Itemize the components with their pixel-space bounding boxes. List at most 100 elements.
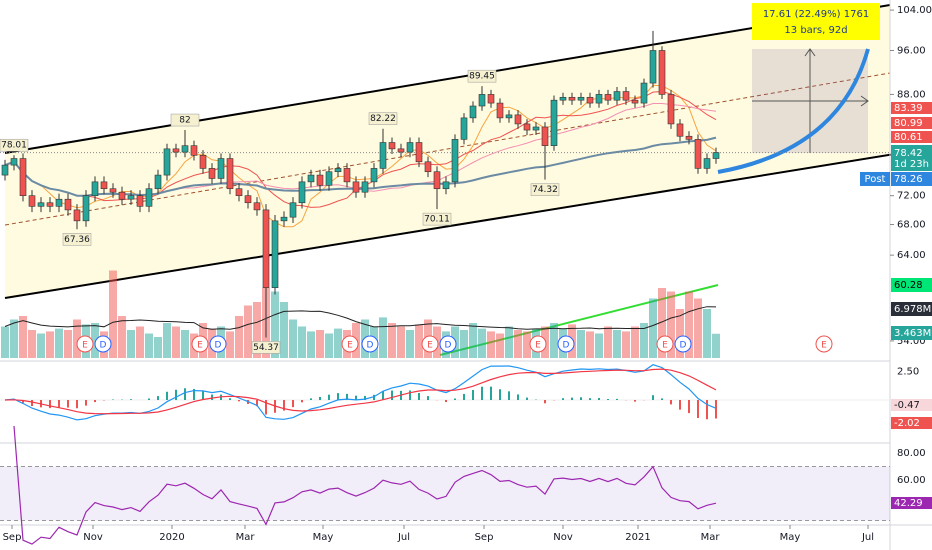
macd-histogram bbox=[373, 394, 375, 400]
extreme-box bbox=[170, 113, 200, 127]
ma-tag-bg bbox=[891, 117, 932, 129]
candle-body bbox=[109, 188, 117, 193]
event-label: E bbox=[82, 341, 88, 351]
candle-body bbox=[118, 191, 126, 200]
macd-tag: -2.02 bbox=[894, 418, 920, 429]
macd-histogram bbox=[715, 400, 717, 419]
event-label: D bbox=[367, 341, 374, 351]
candle-body bbox=[208, 168, 216, 179]
event-label: E bbox=[535, 341, 541, 351]
macd-histogram bbox=[463, 393, 465, 400]
macd-histogram bbox=[490, 386, 492, 400]
projection-curve bbox=[717, 48, 870, 174]
macd-histogram bbox=[454, 398, 456, 400]
macd-histogram bbox=[346, 393, 348, 400]
candle-body bbox=[505, 114, 513, 119]
candle-body bbox=[559, 96, 567, 101]
volume-bar bbox=[271, 291, 279, 358]
event-icon bbox=[94, 335, 112, 353]
candle-body bbox=[667, 94, 675, 125]
post-label: Post bbox=[865, 174, 886, 185]
macd-histogram bbox=[517, 394, 519, 400]
extreme-label: 54.37 bbox=[253, 343, 279, 353]
macd-histogram bbox=[508, 391, 510, 400]
macd-tag-bg bbox=[891, 417, 932, 429]
candle-body bbox=[10, 158, 18, 166]
event-icon bbox=[529, 335, 547, 353]
macd-histogram bbox=[571, 397, 573, 400]
candle-body bbox=[325, 171, 333, 186]
candle-body bbox=[568, 96, 576, 101]
macd-histogram bbox=[49, 400, 51, 409]
macd-histogram bbox=[445, 400, 447, 403]
rsi-tick-label: 80.00 bbox=[897, 448, 926, 459]
candle-body bbox=[586, 96, 594, 104]
candle-body bbox=[370, 168, 378, 183]
macd-histogram bbox=[58, 400, 60, 408]
volume-ma-tag-bg bbox=[891, 302, 932, 316]
candle-body bbox=[298, 181, 306, 204]
indicator-tag-bg bbox=[891, 278, 932, 292]
candle-body bbox=[469, 105, 477, 119]
candle-body bbox=[460, 117, 468, 140]
macd-histogram bbox=[382, 391, 384, 400]
macd-histogram bbox=[409, 390, 411, 400]
macd-histogram bbox=[526, 397, 528, 400]
candle-body bbox=[100, 181, 108, 190]
candle-body bbox=[127, 195, 135, 200]
last-price-tag: 78.42 bbox=[894, 148, 923, 159]
candle-body bbox=[577, 96, 585, 101]
volume-bar bbox=[10, 319, 18, 358]
time-label: Mar bbox=[236, 532, 256, 543]
volume-bar bbox=[235, 316, 243, 358]
macd-histogram bbox=[130, 399, 132, 400]
macd-histogram bbox=[589, 398, 591, 400]
volume-bar bbox=[523, 331, 531, 358]
extreme-label: 70.11 bbox=[424, 215, 450, 225]
macd-histogram bbox=[319, 396, 321, 400]
event-label: E bbox=[662, 341, 668, 351]
indicator-tag: 60.28 bbox=[894, 280, 923, 291]
volume-bar bbox=[667, 291, 675, 358]
event-label: D bbox=[445, 341, 452, 351]
channel-bottom bbox=[4, 147, 932, 299]
rsi-tag-bg bbox=[891, 497, 932, 509]
candle-body bbox=[262, 209, 270, 289]
macd-histogram bbox=[310, 398, 312, 400]
macd-histogram bbox=[472, 389, 474, 400]
volume-bar bbox=[703, 309, 711, 358]
event-label: E bbox=[427, 341, 433, 351]
measure-text: 17.61 (22.49%) 1761 bbox=[763, 9, 869, 20]
event-icon bbox=[191, 335, 209, 353]
macd-histogram bbox=[544, 400, 546, 404]
event-label: E bbox=[347, 341, 353, 351]
candle-body bbox=[361, 181, 369, 193]
candle-body bbox=[145, 188, 153, 207]
ma-tag: 83.39 bbox=[894, 103, 923, 114]
volume-bar bbox=[514, 330, 522, 358]
volume-bar bbox=[136, 326, 144, 358]
rsi-tick-label: 60.00 bbox=[897, 475, 926, 486]
candle-body bbox=[163, 148, 171, 176]
volume-bar bbox=[613, 330, 621, 358]
last-price-tag-bg bbox=[891, 145, 932, 171]
event-label: D bbox=[215, 341, 222, 351]
macd-histogram bbox=[193, 388, 195, 400]
time-label: Jul bbox=[397, 532, 410, 543]
candle-body bbox=[604, 94, 612, 101]
candle-body bbox=[523, 123, 531, 131]
ma-tag-bg bbox=[891, 102, 932, 114]
macd-histogram bbox=[652, 395, 654, 400]
time-label: 2020 bbox=[159, 532, 184, 543]
volume-bar bbox=[73, 319, 81, 358]
candle-body bbox=[334, 168, 342, 173]
channel-top bbox=[4, 4, 891, 154]
macd-histogram bbox=[67, 400, 69, 408]
candle-body bbox=[307, 174, 315, 183]
macd-histogram bbox=[364, 395, 366, 400]
volume-bar bbox=[307, 331, 315, 358]
macd-histogram bbox=[634, 400, 636, 402]
volume-bar bbox=[298, 326, 306, 358]
volume-tag-bg bbox=[891, 326, 932, 340]
candle-body bbox=[685, 135, 693, 140]
